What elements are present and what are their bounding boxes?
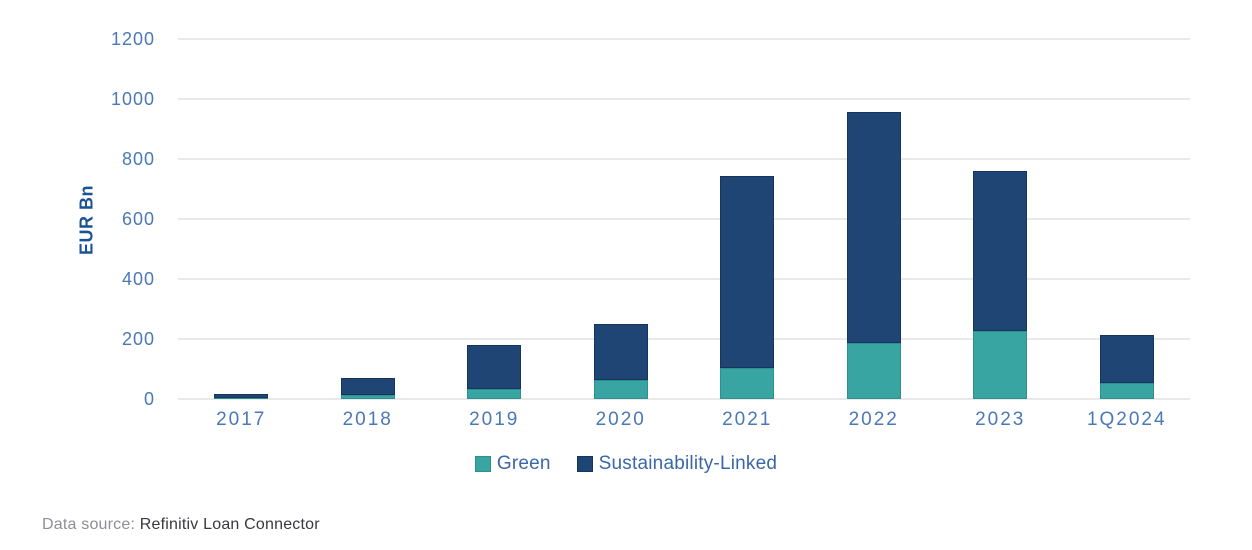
bar-slot-2021: [684, 39, 811, 399]
x-axis-tick-labels: 2017 2018 2019 2020 2021 2022 2023 1Q2024: [178, 409, 1190, 431]
legend-label-green: Green: [496, 453, 551, 474]
gridline-200: [178, 338, 1190, 340]
bar-1q2024: [1099, 335, 1154, 399]
bar-2020: [593, 324, 648, 399]
gridline-1200: [178, 38, 1190, 40]
legend-swatch-sustainability-linked: [576, 456, 593, 472]
data-source-value: Refinitiv Loan Connector: [139, 516, 320, 533]
bar-segment-green-2019: [467, 388, 522, 399]
bar-slot-2018: [305, 39, 432, 399]
bar-2022: [846, 111, 901, 399]
bar-slot-2019: [431, 39, 558, 399]
x-tick-label-2018: 2018: [342, 409, 393, 430]
data-source: Data source: Refinitiv Loan Connector: [42, 516, 320, 534]
legend-item-green: Green: [474, 453, 551, 475]
bar-slot-1q2024: [1064, 39, 1191, 399]
plot-area: [178, 38, 1190, 400]
bar-segment-sustainability-linked-2018: [340, 378, 395, 395]
gridline-0: [178, 398, 1190, 400]
bar-segment-green-2018: [340, 394, 395, 399]
bar-segment-green-2017: [214, 397, 269, 399]
bar-segment-sustainability-linked-1q2024: [1099, 335, 1154, 384]
legend: Green Sustainability-Linked: [0, 453, 1252, 475]
y-tick-label-800: 800: [121, 149, 155, 169]
bar-slot-2022: [811, 39, 938, 399]
bar-slot-2017: [178, 39, 305, 399]
y-tick-label-600: 600: [121, 209, 155, 229]
gridline-800: [178, 158, 1190, 160]
legend-label-sustainability-linked: Sustainability-Linked: [598, 453, 778, 474]
data-source-label: Data source:: [42, 516, 140, 533]
gridline-600: [178, 218, 1190, 220]
bar-segment-green-2020: [593, 379, 648, 399]
bar-2017: [214, 394, 269, 399]
bar-slot-2023: [937, 39, 1064, 399]
x-tick-label-1q2024: 1Q2024: [1086, 409, 1167, 430]
bar-segment-sustainability-linked-2019: [467, 345, 522, 389]
legend-item-sustainability-linked: Sustainability-Linked: [576, 453, 778, 475]
bar-2021: [720, 175, 775, 399]
bar-segment-sustainability-linked-2023: [973, 171, 1028, 331]
x-tick-label-2019: 2019: [469, 409, 520, 430]
x-tick-label-2021: 2021: [722, 409, 773, 430]
gridline-1000: [178, 98, 1190, 100]
y-tick-label-400: 400: [121, 269, 155, 289]
bar-segment-green-2023: [973, 330, 1028, 399]
y-tick-label-1000: 1000: [110, 89, 155, 109]
x-tick-label-2020: 2020: [595, 409, 646, 430]
bar-2023: [973, 171, 1028, 399]
bar-segment-green-2022: [846, 342, 901, 399]
bar-segment-sustainability-linked-2020: [593, 324, 648, 380]
y-tick-label-1200: 1200: [110, 29, 155, 49]
bar-segment-green-2021: [720, 367, 775, 399]
x-tick-label-2017: 2017: [216, 409, 267, 430]
bar-slot-2020: [558, 39, 685, 399]
y-tick-label-0: 0: [143, 389, 155, 409]
bar-segment-green-1q2024: [1099, 383, 1154, 399]
bar-segment-sustainability-linked-2021: [720, 175, 775, 368]
bar-2019: [467, 345, 522, 399]
bar-2018: [340, 378, 395, 399]
bar-segment-sustainability-linked-2017: [214, 394, 269, 398]
bar-segment-sustainability-linked-2022: [846, 111, 901, 343]
x-tick-label-2022: 2022: [848, 409, 899, 430]
bars-row: [178, 39, 1190, 399]
gridline-400: [178, 278, 1190, 280]
x-tick-label-2023: 2023: [975, 409, 1026, 430]
legend-swatch-green: [474, 456, 491, 472]
y-tick-label-200: 200: [121, 329, 155, 349]
